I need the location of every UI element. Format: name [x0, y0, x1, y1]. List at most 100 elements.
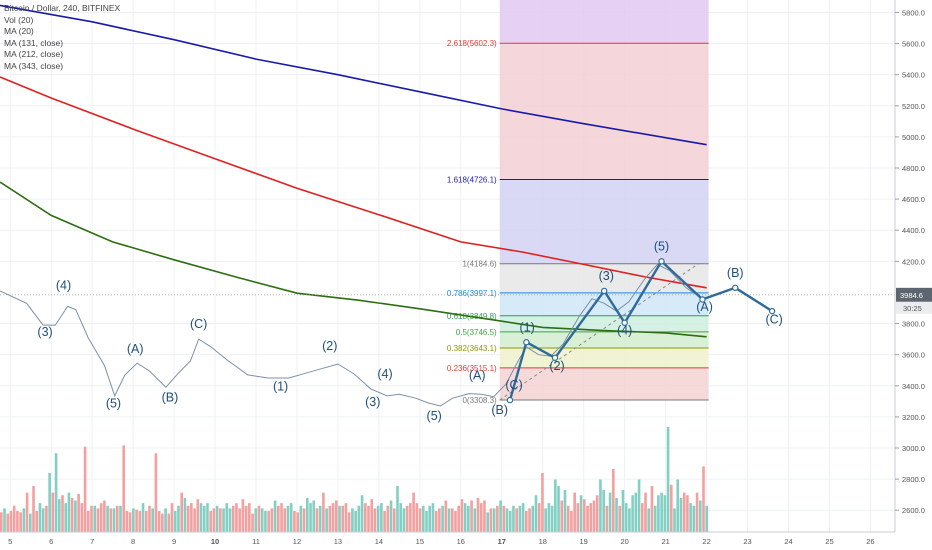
volume-bar — [6, 513, 10, 532]
volume-bar — [112, 508, 116, 532]
fib-zone — [499, 292, 709, 316]
volume-bar — [615, 497, 618, 532]
volume-bar — [463, 503, 467, 532]
time-tick-label: 26 — [866, 537, 874, 546]
volume-bar — [225, 503, 229, 532]
volume-bar — [109, 508, 113, 532]
volume-bar — [212, 508, 216, 532]
volume-bar — [238, 508, 241, 532]
volume-bar — [634, 492, 638, 532]
volume-bar — [512, 505, 515, 532]
time-tick-label: 9 — [172, 537, 176, 546]
volume-bar — [431, 503, 435, 532]
wave-point — [523, 339, 530, 346]
volume-bars — [0, 427, 709, 532]
price-tick-label: 3200.0 — [902, 413, 925, 422]
volume-bar — [505, 508, 509, 532]
volume-bar — [595, 495, 599, 532]
price-tick-label: 3600.0 — [902, 351, 925, 360]
fib-zone — [499, 43, 709, 180]
volume-bar — [573, 492, 576, 532]
volume-bar — [183, 497, 187, 532]
volume-bar — [305, 497, 309, 532]
volume-bar — [560, 500, 564, 532]
elliott-waves[interactable]: (4) (3) (5) (A) (B) (C) (1) (2) (3) (4) (5) (A) (B) (… — [37, 239, 782, 423]
volume-bar — [222, 508, 225, 532]
volume-bar — [341, 505, 345, 532]
volume-bar — [215, 505, 219, 532]
volume-bar — [325, 508, 328, 532]
countdown-tag — [896, 301, 932, 314]
volume-bar — [0, 512, 3, 532]
volume-bar — [167, 513, 171, 532]
volume-bar — [125, 511, 129, 532]
study-ma-20[interactable]: MA (20) — [4, 26, 34, 36]
volume-bar — [563, 490, 567, 532]
current-price-value: 3984.6 — [900, 291, 923, 300]
volume-bar — [138, 511, 142, 532]
time-tick-label: 23 — [743, 537, 751, 546]
volume-bar — [315, 508, 319, 532]
wave-label: (A) — [127, 342, 144, 356]
fib-extension[interactable]: 2.618(5602.3) 1.618(4726.1) 1(4184.6) 0.786… — [447, 0, 709, 405]
study-ma-212[interactable]: MA (212, close) — [4, 49, 64, 59]
price-tick-label: 5600.0 — [902, 40, 925, 49]
price-tick-label: 5800.0 — [902, 8, 925, 17]
volume-bar — [338, 505, 341, 532]
time-axis[interactable]: 5 6 7 8 9 10 11 12 13 14 15 16 17 18 19 20 21 22 23 24 25 26 — [0, 531, 932, 550]
time-tick-label: 17 — [498, 537, 506, 546]
volume-bar — [244, 505, 248, 532]
wave-label: (A) — [696, 300, 713, 314]
volume-bar — [370, 499, 374, 532]
volume-bar — [144, 511, 148, 532]
volume-bar — [331, 503, 335, 532]
grid — [0, 0, 895, 532]
fib-zone — [499, 367, 709, 401]
price-axis-bg — [895, 0, 932, 550]
volume-bar — [650, 486, 654, 532]
volume-bar — [496, 505, 499, 532]
study-vol[interactable]: Vol (20) — [4, 14, 34, 25]
volume-bar — [202, 505, 206, 532]
volume-bar — [421, 505, 425, 532]
ma-line — [0, 4, 707, 146]
volume-bar — [467, 505, 470, 532]
volume-bar — [80, 503, 84, 532]
volume-bar — [380, 503, 383, 532]
volume-bar — [389, 500, 393, 532]
current-price-tag — [896, 287, 932, 302]
volume-bar — [260, 508, 264, 532]
wave-label: (C) — [765, 313, 782, 327]
volume-bar — [267, 511, 270, 532]
volume-bar — [38, 503, 42, 532]
study-ma-343[interactable]: MA (343, close) — [4, 60, 64, 71]
volume-bar — [392, 508, 396, 532]
volume-bar — [93, 505, 97, 532]
volume-bar — [669, 484, 673, 532]
volume-bar — [631, 495, 634, 532]
time-tick-label: 19 — [580, 537, 588, 546]
volume-bar — [177, 505, 180, 532]
fib-level-label: 0(3308.3) — [462, 396, 497, 405]
volume-bar — [586, 505, 589, 532]
volume-bar — [151, 508, 155, 532]
volume-bar — [399, 503, 403, 532]
volume-bar — [676, 479, 680, 532]
volume-bar — [74, 500, 77, 532]
study-ma-131[interactable]: MA (131, close) — [4, 37, 64, 48]
volume-bar — [376, 505, 380, 532]
volume-bar — [254, 508, 258, 532]
volume-bar — [48, 472, 51, 532]
volume-bar — [128, 512, 132, 532]
volume-bar — [363, 503, 367, 532]
volume-bar — [86, 511, 90, 532]
volume-bar — [241, 499, 245, 532]
volume-bar — [418, 508, 422, 532]
time-tick-label: 7 — [90, 537, 94, 546]
time-tick-label: 11 — [252, 537, 260, 546]
volume-bar — [83, 446, 87, 532]
volume-bar — [479, 503, 483, 532]
volume-bar — [164, 508, 167, 532]
price-axis[interactable]: 5800.0 5600.0 5400.0 5200.0 5000.0 4800.0 4600… — [894, 0, 932, 550]
